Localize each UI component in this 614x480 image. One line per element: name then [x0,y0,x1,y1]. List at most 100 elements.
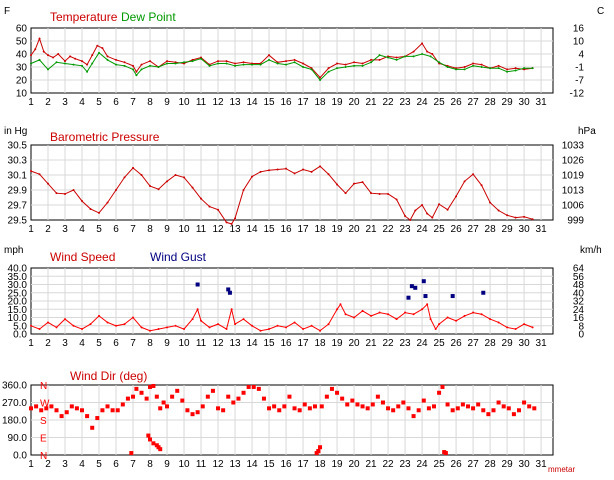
data-point [157,66,160,68]
data-point [195,410,200,415]
data-point [396,404,401,409]
footer-credit: mmetar [548,465,575,474]
data-point [302,402,307,407]
y-tick-label-right: 1019 [562,171,585,182]
data-point [395,198,398,201]
data-point [531,218,534,221]
data-point [426,406,431,411]
data-point [531,326,534,329]
data-point [434,328,437,331]
data-point [336,308,339,311]
x-tick-label: 5 [96,459,102,470]
data-point [38,37,41,40]
x-tick-label: 24 [417,459,429,470]
data-point [387,313,390,316]
chart-title-wind-gust: Wind Gust [150,250,207,264]
x-tick-label: 7 [130,459,136,470]
y-tick-label: 20 [16,76,28,87]
data-point [208,205,211,208]
y-tick-label-right: -1 [575,63,584,74]
x-tick-label: 16 [280,97,292,108]
data-point [234,62,237,65]
x-tick-label: 21 [366,224,378,235]
series-line [30,52,533,81]
data-point [319,329,322,332]
data-point [437,390,442,395]
x-tick-label: 30 [519,97,531,108]
data-point [231,400,236,405]
x-tick-label: 18 [314,224,326,235]
data-point [242,61,245,64]
x-tick-label: 10 [178,224,190,235]
data-point [38,328,41,331]
x-tick-label: 31 [536,97,548,108]
data-point [123,323,126,326]
right-unit-label: hPa [578,126,596,137]
data-point [497,64,500,67]
data-point [140,326,143,329]
data-point [30,62,32,65]
data-point [438,203,441,206]
data-point [69,404,74,409]
data-point [166,326,169,329]
data-point [339,303,342,306]
data-point [302,168,305,171]
x-tick-label: 5 [96,97,102,108]
data-point [217,60,220,63]
data-point [285,63,288,66]
data-point [191,186,194,189]
data-point [80,408,85,413]
data-point [378,311,381,314]
data-point [106,55,109,58]
compass-label: N [40,381,47,392]
data-point [414,209,417,212]
data-point [416,408,421,413]
data-point [272,404,277,409]
data-point [86,63,89,66]
data-point [242,189,245,191]
compass-label: E [40,434,47,445]
data-point [72,189,75,191]
data-point [44,406,49,411]
data-point [165,404,170,409]
data-point [268,58,271,61]
data-point [54,408,59,413]
data-point [386,406,391,411]
x-tick-label: 26 [451,224,463,235]
data-point [324,394,329,399]
data-point [276,324,279,327]
wind-dir-panel: Wind Dir (deg) 1 2 3 4 5 6 7 8 9 10 11 12 13 14 15 16 17… [2,369,554,470]
x-tick-label: 29 [502,224,514,235]
data-point [59,414,64,419]
x-tick-label: 30 [519,338,531,349]
y-tick-label: 25.0 [8,288,28,299]
y-tick-label: 50 [16,37,28,48]
data-point [148,384,153,389]
data-point [52,56,55,59]
data-point [446,316,449,319]
data-point [353,316,356,319]
data-point [489,67,492,70]
data-point [401,400,406,405]
data-point [157,188,160,191]
data-point [132,166,135,169]
data-point [489,318,492,321]
x-tick-label: 23 [400,338,412,349]
data-point [370,192,373,195]
compass-label: S [40,416,47,427]
data-point [226,394,231,399]
data-point [259,63,262,66]
x-tick-label: 29 [502,97,514,108]
data-point [421,204,424,206]
data-point [175,388,180,393]
x-tick-label: 16 [280,224,292,235]
x-tick-label: 29 [502,338,514,349]
data-point [370,402,375,407]
data-point [29,406,33,411]
x-tick-label: 6 [113,338,119,349]
x-tick-label: 6 [113,224,119,235]
right-unit-label: km/h [580,245,602,256]
x-tick-label: 23 [400,459,412,470]
data-point [463,68,466,71]
data-point [74,57,77,60]
